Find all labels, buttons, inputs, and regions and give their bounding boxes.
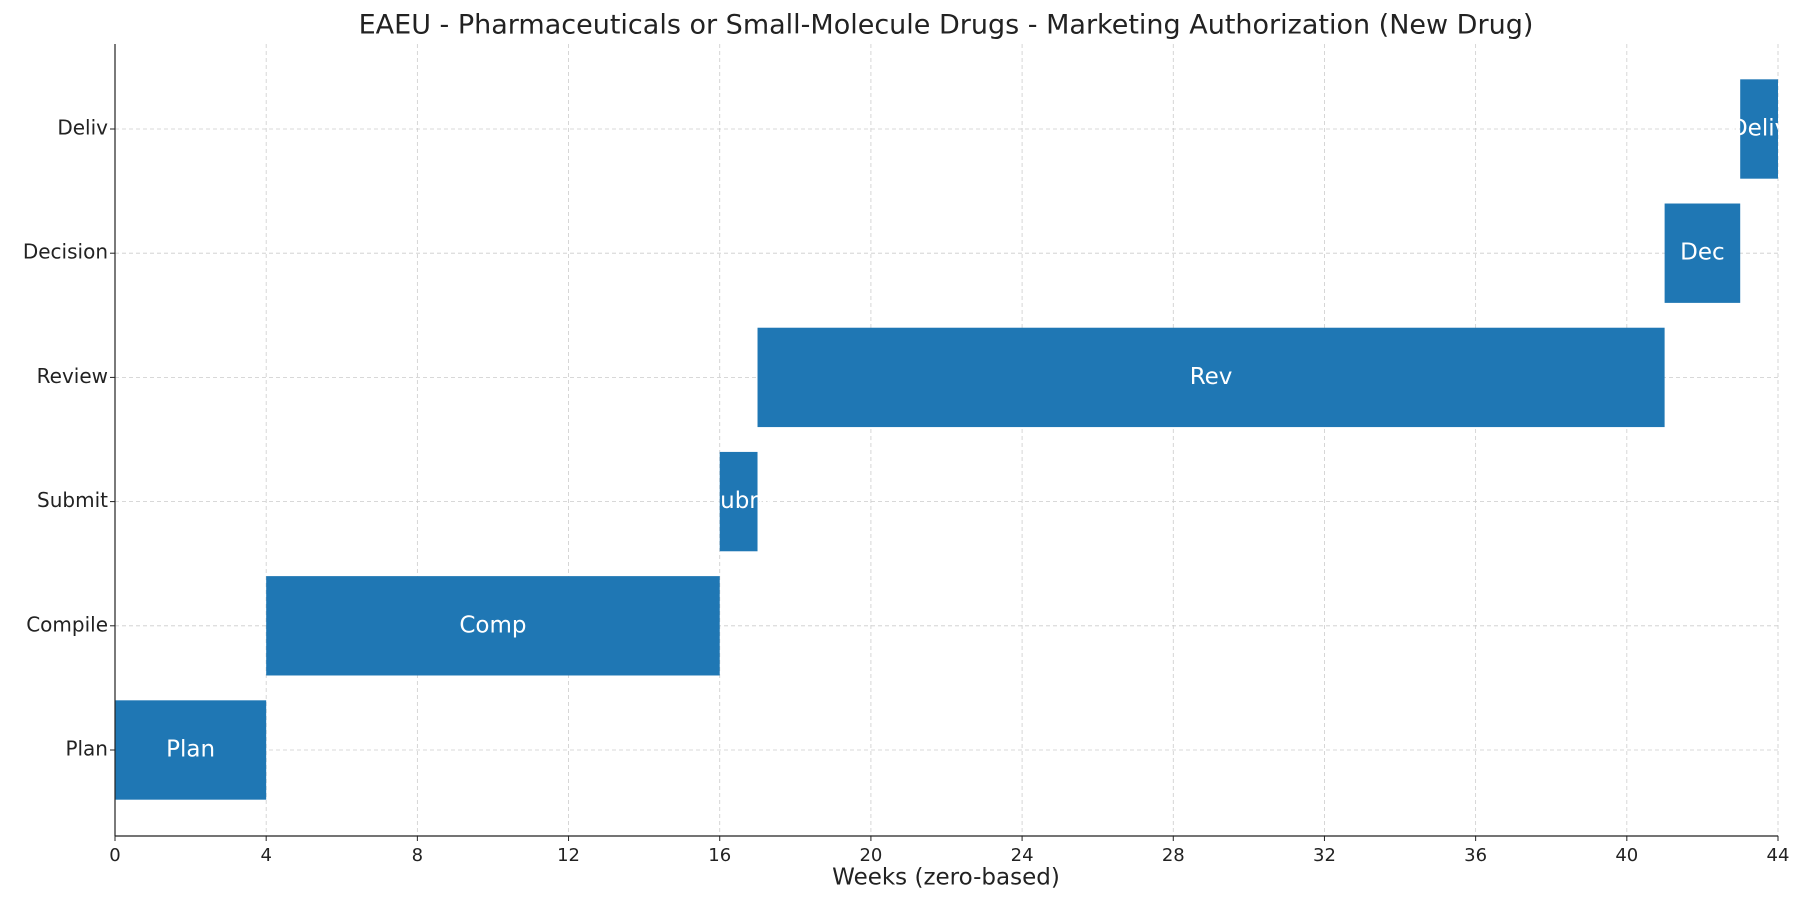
bar xyxy=(266,576,720,676)
x-tick-label: 24 xyxy=(1011,845,1034,866)
x-tick-label: 36 xyxy=(1464,845,1487,866)
x-tick-label: 20 xyxy=(859,845,882,866)
grid xyxy=(114,44,1779,836)
bar-label: Comp xyxy=(459,612,526,638)
bar-label: Rev xyxy=(1190,364,1233,390)
bars: Plan Comp Subm Rev Dec Deliv xyxy=(115,79,1788,800)
x-axis-label: Weeks (zero-based) xyxy=(832,865,1060,891)
x-tick-label: 8 xyxy=(412,845,423,866)
y-tick-label: Deliv xyxy=(57,116,108,140)
x-tick-label: 32 xyxy=(1313,845,1336,866)
bar-label: Subm xyxy=(706,488,772,514)
y-tick-label: Decision xyxy=(23,240,108,264)
bar xyxy=(1664,203,1741,303)
bar xyxy=(115,700,267,800)
x-tick-label: 44 xyxy=(1767,845,1790,866)
chart-title: EAEU - Pharmaceuticals or Small-Molecule… xyxy=(359,10,1534,41)
x-tick-label: 40 xyxy=(1615,845,1638,866)
labels: 0 4 8 12 16 20 24 28 32 36 40 44 Plan Compile Submit Re… xyxy=(23,116,1790,867)
y-tick-label: Compile xyxy=(26,612,108,636)
x-tick-label: 16 xyxy=(708,845,731,866)
y-tick-label: Review xyxy=(37,364,108,388)
x-tick-label: 12 xyxy=(557,845,580,866)
x-tick-label: 28 xyxy=(1162,845,1185,866)
y-tick-label: Plan xyxy=(65,737,108,761)
y-tick-label: Submit xyxy=(37,488,108,512)
bar-label: Dec xyxy=(1680,240,1725,266)
bar-label: Deliv xyxy=(1730,116,1788,142)
x-tick-label: 0 xyxy=(109,845,120,866)
x-tick-label: 4 xyxy=(260,845,271,866)
bar xyxy=(757,327,1665,428)
bar xyxy=(1740,79,1778,179)
bar xyxy=(719,451,758,552)
bar-label: Plan xyxy=(166,737,215,763)
